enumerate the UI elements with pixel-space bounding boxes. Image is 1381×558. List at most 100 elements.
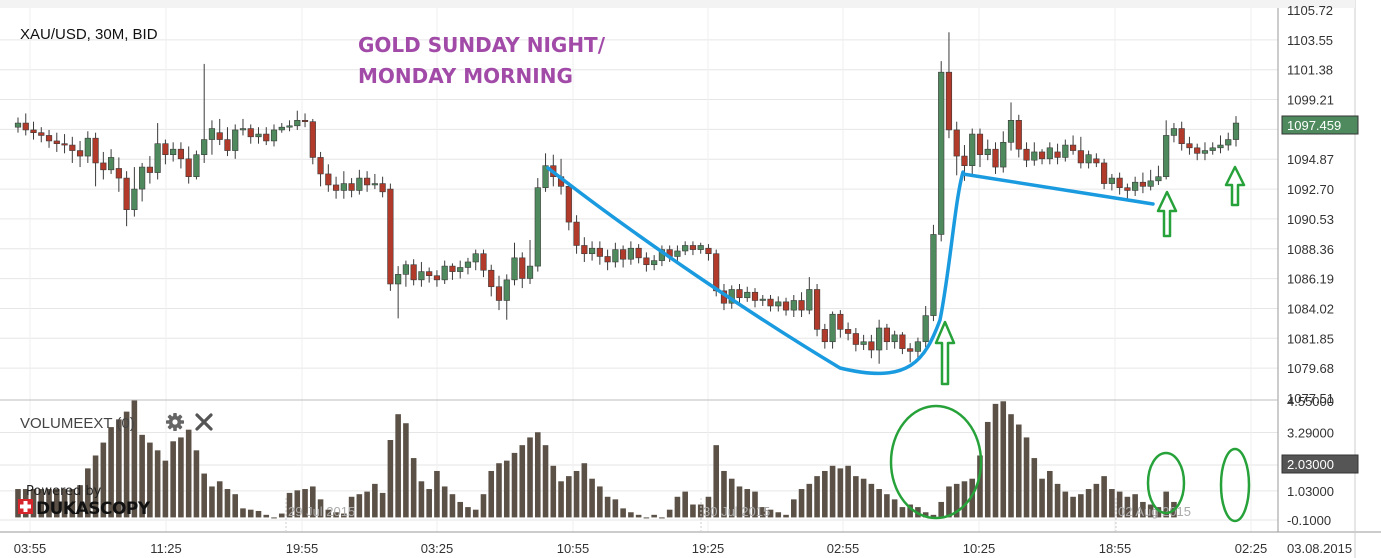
candle	[744, 286, 751, 302]
top-toolbar-strip	[0, 0, 1355, 8]
candle	[984, 139, 991, 161]
date-separator-labels: 29 Jul 2015 30 Jul 2015 02 Aug 2015	[285, 498, 1191, 532]
volume-bar	[573, 470, 580, 518]
volume-bar	[379, 492, 386, 518]
volume-bar	[791, 499, 797, 518]
candle	[232, 124, 239, 159]
candle	[969, 128, 976, 176]
candle	[1085, 150, 1092, 169]
volume-bar	[131, 400, 138, 518]
candle	[247, 124, 254, 144]
volume-bar	[589, 478, 595, 518]
x-end-date: 03.08.2015	[1287, 541, 1352, 556]
volume-bar	[1054, 483, 1061, 518]
volume-bar	[294, 490, 301, 518]
volume-bar	[178, 437, 184, 518]
candle	[573, 215, 580, 254]
candle	[829, 311, 836, 349]
y-tick-label: 1092.70	[1287, 182, 1334, 197]
volume-bar	[1140, 501, 1146, 518]
volume-bar	[860, 478, 867, 518]
volume-bar	[457, 501, 463, 518]
volume-bar	[1132, 494, 1138, 518]
volume-bar	[201, 473, 207, 518]
candle	[1108, 173, 1115, 191]
candle	[146, 156, 153, 184]
volume-bar	[209, 486, 215, 518]
candle	[410, 259, 417, 286]
volume-bar	[806, 483, 813, 518]
volume-bar	[542, 445, 549, 518]
candle	[759, 294, 766, 306]
candle	[1194, 143, 1201, 161]
candle	[364, 171, 371, 192]
volume-bar	[891, 499, 898, 518]
candle	[899, 332, 906, 355]
volume-bar	[759, 507, 766, 518]
candle	[201, 63, 208, 163]
volume-bar	[922, 512, 929, 518]
candle	[1054, 143, 1061, 165]
candle	[379, 176, 386, 198]
candle	[883, 323, 890, 350]
candle	[177, 142, 185, 169]
volume-bar	[581, 463, 588, 518]
volume-bar	[154, 450, 161, 518]
gear-icon[interactable]	[166, 413, 184, 431]
volume-bars	[15, 400, 1177, 519]
volume-bar	[682, 491, 688, 518]
volume-bar	[341, 513, 347, 518]
svg-text:2.03000: 2.03000	[1287, 457, 1334, 472]
candle	[488, 264, 495, 297]
volume-tick-label-partial: 4.55000	[1287, 394, 1334, 409]
candle	[1124, 183, 1131, 199]
candle	[976, 128, 984, 168]
volume-bar	[302, 489, 308, 518]
volume-bar	[938, 501, 944, 518]
volume-bar	[92, 455, 99, 518]
volume-bar	[232, 494, 239, 518]
candle	[891, 330, 898, 349]
volume-bar	[899, 507, 906, 518]
volume-bar	[271, 517, 277, 519]
candle	[22, 113, 29, 136]
volume-bar	[1109, 489, 1115, 518]
volume-bar	[822, 470, 828, 518]
candle	[1101, 158, 1108, 190]
candle	[286, 120, 293, 132]
volume-bar	[356, 494, 363, 518]
candle	[1023, 142, 1030, 168]
trend-line-flat	[961, 172, 1155, 206]
close-icon[interactable]	[195, 413, 213, 431]
volume-bar	[798, 489, 805, 518]
date-label: 02 Aug 2015	[1118, 504, 1191, 519]
candle	[1116, 172, 1123, 195]
candle	[1201, 142, 1209, 161]
volume-bar	[930, 514, 937, 518]
candle	[581, 237, 588, 262]
candle	[798, 292, 805, 317]
volume-bar	[511, 452, 518, 518]
candle	[263, 127, 270, 146]
candle	[45, 129, 53, 148]
candle	[938, 61, 945, 242]
volume-bar	[977, 455, 983, 518]
candle	[309, 118, 316, 165]
volume-bar	[837, 468, 844, 518]
candle	[123, 171, 130, 227]
volume-bar	[372, 483, 378, 518]
candle	[472, 249, 479, 271]
volume-bar	[1062, 491, 1069, 518]
up-arrow-icon	[934, 320, 956, 386]
candle	[813, 283, 821, 337]
candle	[1139, 172, 1146, 194]
volume-bar	[1008, 414, 1014, 518]
y-tick-label: 1079.68	[1287, 361, 1334, 376]
candle	[612, 242, 619, 268]
candle	[930, 224, 937, 322]
volume-bar	[418, 481, 425, 518]
volume-bar	[170, 441, 176, 518]
volume-bar	[317, 499, 324, 518]
x-tick-label: 19:25	[692, 541, 725, 556]
